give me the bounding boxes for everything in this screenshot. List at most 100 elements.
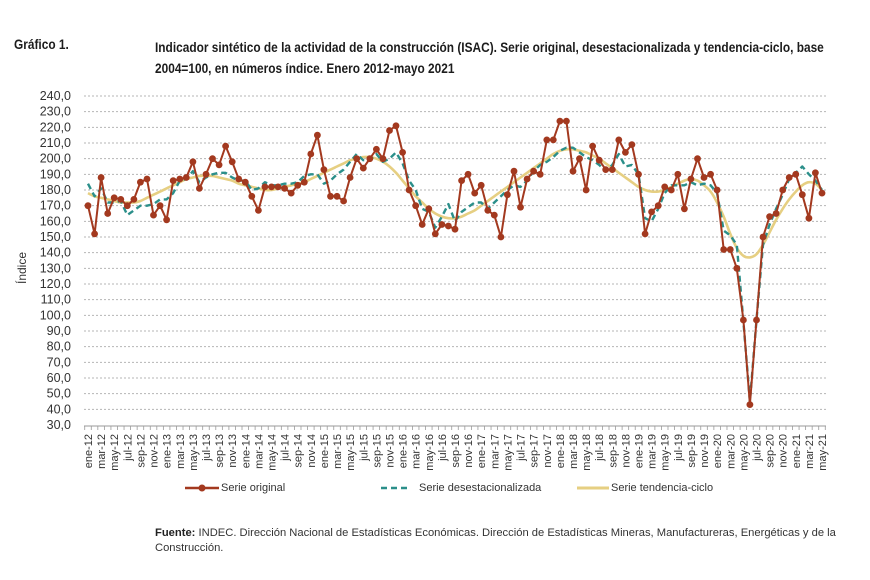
point-original [490,211,498,219]
point-original [733,264,741,272]
point-original [379,155,387,163]
point-original [418,221,426,228]
y-tick-label: 200,0 [40,152,71,166]
point-original [366,155,374,163]
point-original [261,183,269,191]
figure-label: Gráfico 1. [14,37,69,52]
point-original [556,117,564,125]
point-original [700,174,708,181]
x-tick-label: nov-13 [227,434,239,468]
x-tick-label: sep-14 [293,434,305,468]
point-original [412,202,420,210]
x-tick-label: jul-15 [358,434,370,462]
legend-desestacionalizada-swatch-icon [381,486,411,490]
point-original [504,191,511,199]
point-original [405,186,413,194]
x-tick-label: nov-15 [384,434,396,468]
x-axis [84,425,826,430]
point-original [785,174,793,181]
x-tick-label: may-17 [502,434,514,471]
point-original [202,170,210,178]
point-original [346,174,354,181]
point-original [602,166,610,174]
point-original [438,221,446,228]
point-original [150,211,157,219]
y-tick-label: 130,0 [40,261,71,275]
x-tick-label: jul-17 [516,434,528,462]
point-original [654,202,662,210]
x-tick-label: ene-16 [398,434,410,468]
y-tick-label: 220,0 [40,120,71,134]
x-tick-label: nov-14 [306,434,318,468]
y-tick-label: 50,0 [47,387,71,401]
x-tick-label: mar-12 [96,434,108,469]
point-original [766,213,773,221]
x-tick-label: mar-13 [175,434,187,469]
x-tick-label: mar-16 [411,434,423,469]
point-original [209,155,216,163]
point-original [622,149,629,156]
point-original [635,170,642,178]
x-tick-label: jul-12 [122,434,134,462]
y-tick-label: 90,0 [47,324,71,338]
point-original [281,185,288,192]
y-tick-label: 140,0 [40,246,71,260]
x-tick-label: ene-20 [712,434,724,468]
x-tick-label: ene-12 [83,434,95,468]
point-original [576,155,583,163]
point-original [196,185,203,192]
point-original [156,202,164,210]
x-tick-label: nov-19 [699,434,711,468]
y-tick-label: 210,0 [40,136,71,150]
y-tick-label: 40,0 [47,402,71,416]
point-original [595,156,603,164]
x-tick-label: ene-19 [634,434,646,468]
y-tick-label: 160,0 [40,214,71,228]
point-original [523,175,531,183]
point-original [615,136,623,144]
legend-label-desestacionalizada: Serie desestacionalizada [419,482,542,494]
point-original [399,149,406,156]
point-original [517,203,524,211]
point-original [91,230,98,238]
x-tick-label: jul-20 [751,434,763,462]
point-original [720,246,728,253]
point-original [287,189,295,197]
x-tick-label: jul-14 [280,434,292,462]
legend-item-original: Serie original [183,482,285,494]
x-tick-label: may-18 [581,434,593,471]
point-original [543,136,551,144]
point-original [314,131,321,139]
point-original [563,117,570,125]
point-original [163,216,171,224]
x-tick-label: sep-19 [686,434,698,468]
x-tick-label: may-21 [817,434,829,471]
legend-tendencia-swatch-icon [577,486,609,490]
y-tick-label: 170,0 [40,199,71,213]
point-original [333,192,341,200]
chart-title: Indicador sintético de la actividad de l… [155,40,824,76]
y-tick-label: 60,0 [47,371,71,385]
y-tick-label: 110,0 [41,293,71,307]
x-tick-label: sep-18 [607,434,619,468]
legend-label-original: Serie original [221,482,286,494]
point-original [484,207,492,214]
point-original [130,196,138,203]
point-original [104,210,112,217]
point-original [798,191,806,199]
x-tick-label: mar-19 [647,434,659,469]
y-axis-label: Índice [14,252,29,284]
point-original [661,183,669,191]
point-original [431,230,439,238]
point-original [740,316,747,324]
point-original [248,192,256,200]
point-original [759,233,767,241]
point-original [123,202,131,210]
point-original [137,178,144,186]
point-original [772,210,780,217]
x-tick-label: may-16 [424,434,436,471]
point-original [792,170,800,178]
point-original [812,169,819,177]
point-original [255,207,262,214]
